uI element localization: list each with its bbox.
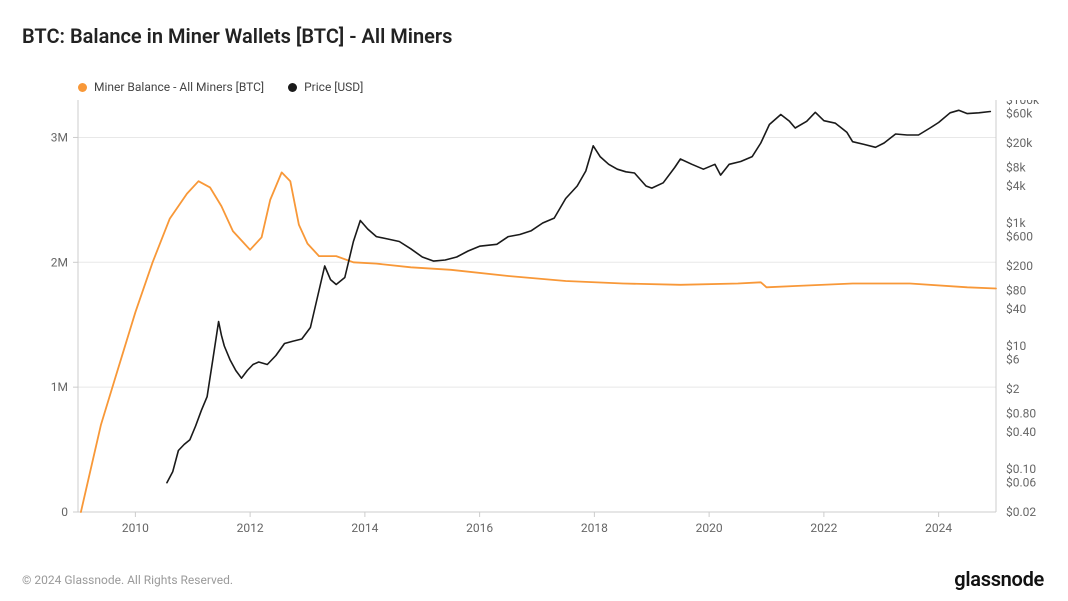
legend-dot-price bbox=[288, 83, 297, 92]
y-right-tick-label: $600 bbox=[1006, 230, 1033, 244]
y-left-tick-label: 2M bbox=[51, 255, 68, 269]
legend-item-balance: Miner Balance - All Miners [BTC] bbox=[78, 80, 264, 94]
y-left-tick-label: 1M bbox=[51, 380, 68, 394]
y-right-tick-label: $0.40 bbox=[1006, 425, 1036, 439]
y-right-tick-label: $0.80 bbox=[1006, 406, 1036, 420]
y-left-tick-label: 3M bbox=[51, 130, 68, 144]
y-right-tick-label: $0.02 bbox=[1006, 505, 1036, 519]
y-right-tick-label: $2 bbox=[1006, 382, 1020, 396]
chart-legend: Miner Balance - All Miners [BTC] Price [… bbox=[78, 80, 363, 94]
y-right-tick-label: $10 bbox=[1006, 339, 1026, 353]
y-right-tick-label: $200 bbox=[1006, 259, 1033, 273]
x-tick-label: 2012 bbox=[237, 521, 264, 535]
y-right-tick-label: $1k bbox=[1006, 216, 1026, 230]
y-right-tick-label: $40 bbox=[1006, 302, 1026, 316]
x-tick-label: 2022 bbox=[810, 521, 837, 535]
y-right-tick-label: $80 bbox=[1006, 283, 1026, 297]
y-right-tick-label: $60k bbox=[1006, 107, 1033, 121]
x-tick-label: 2018 bbox=[581, 521, 608, 535]
x-tick-label: 2024 bbox=[925, 521, 952, 535]
y-right-tick-label: $100k bbox=[1006, 100, 1040, 107]
footer-brand: glassnode bbox=[954, 567, 1044, 591]
chart-svg: 0 1M 2M 3M $0.02 $0.06$0.10 $0.40 $0.80 $2 $6$10 $… bbox=[22, 100, 1046, 540]
chart-title: BTC: Balance in Miner Wallets [BTC] - Al… bbox=[22, 24, 452, 48]
x-tick-label: 2016 bbox=[466, 521, 493, 535]
y-right-tick-label: $0.10 bbox=[1006, 462, 1036, 476]
footer-copyright: © 2024 Glassnode. All Rights Reserved. bbox=[22, 573, 233, 587]
legend-label-balance: Miner Balance - All Miners [BTC] bbox=[94, 80, 264, 94]
y-left-tick-label: 0 bbox=[61, 505, 68, 519]
x-tick-label: 2020 bbox=[696, 521, 723, 535]
legend-item-price: Price [USD] bbox=[288, 80, 363, 94]
legend-label-price: Price [USD] bbox=[304, 80, 363, 94]
y-right-tick-label: $20k bbox=[1006, 136, 1033, 150]
legend-dot-balance bbox=[78, 83, 87, 92]
y-right-tick-label: $6 bbox=[1006, 353, 1020, 367]
y-right-tick-label: $4k bbox=[1006, 179, 1026, 193]
x-tick-label: 2010 bbox=[122, 521, 149, 535]
series-line-price bbox=[167, 110, 990, 482]
x-tick-label: 2014 bbox=[351, 521, 378, 535]
y-right-tick-label: $0.06 bbox=[1006, 476, 1036, 490]
series-line-balance bbox=[81, 172, 996, 512]
chart-container: BTC: Balance in Miner Wallets [BTC] - Al… bbox=[0, 0, 1068, 601]
y-right-tick-label: $8k bbox=[1006, 160, 1026, 174]
